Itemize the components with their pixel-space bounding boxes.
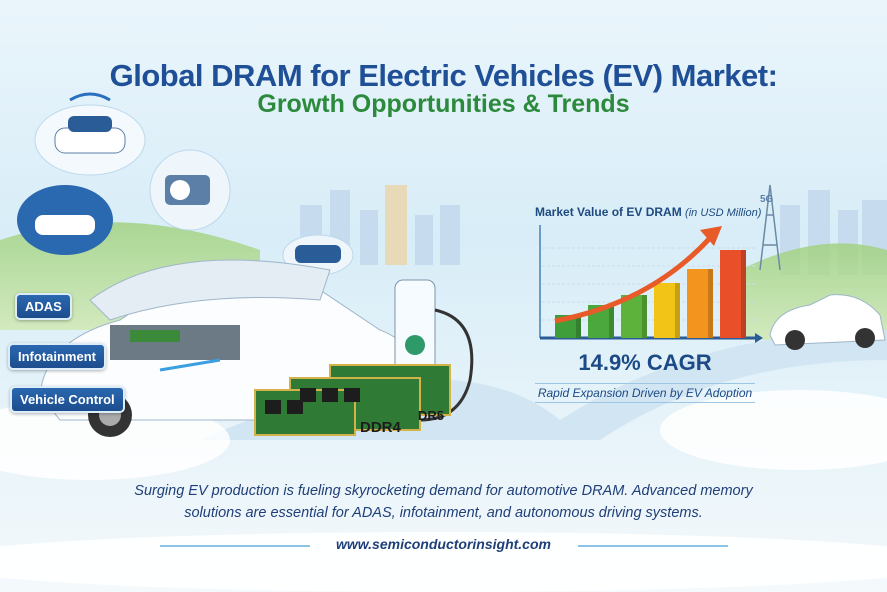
dram-modules-icon xyxy=(254,364,451,436)
bar-chart xyxy=(539,225,763,343)
bar-shade-6 xyxy=(741,250,746,338)
connected-car-icon xyxy=(34,92,146,176)
page-subtitle: Growth Opportunities & Trends xyxy=(257,90,630,118)
ddr5-label: DR5 xyxy=(418,408,444,423)
trend-arrow-head xyxy=(700,226,722,246)
divider-right xyxy=(578,545,728,547)
description: Surging EV production is fueling skyrock… xyxy=(134,483,753,521)
bar-5 xyxy=(687,269,713,338)
website-link[interactable]: www.semiconductorinsight.com xyxy=(336,536,551,552)
bar-shade-3 xyxy=(642,295,647,338)
chart-title: Market Value of EV DRAM (in USD Million) xyxy=(535,205,761,219)
bar-shade-1 xyxy=(576,315,581,338)
bar-shade-5 xyxy=(708,269,713,338)
bar-4 xyxy=(654,283,680,338)
side-car-illustration xyxy=(769,294,886,350)
bar-3 xyxy=(621,295,647,338)
divider-left xyxy=(160,545,310,547)
bar-6 xyxy=(720,250,746,338)
page-title: Global DRAM for Electric Vehicles (EV) M… xyxy=(109,58,778,93)
camera-sensor-icon xyxy=(149,149,231,231)
chart-title-text: Market Value of EV DRAM xyxy=(535,205,682,219)
trend-arrow xyxy=(554,236,712,324)
car-wifi-icon xyxy=(17,185,113,255)
5g-label: 5G xyxy=(760,194,774,205)
bar-shade-4 xyxy=(675,283,680,338)
chart-tagline: Rapid Expansion Driven by EV Adoption xyxy=(535,383,755,403)
5g-tower-icon xyxy=(759,184,781,271)
label-infotainment: Infotainment xyxy=(8,343,106,370)
ddr4-label: DDR4 xyxy=(360,419,401,436)
bar-shade-2 xyxy=(609,305,614,338)
ev-charger-icon xyxy=(394,279,474,422)
label-adas: ADAS xyxy=(15,293,72,320)
chart-title-unit: (in USD Million) xyxy=(685,207,762,219)
x-axis-arrow xyxy=(755,333,763,343)
cagr-value: 14.9% CAGR xyxy=(578,350,712,375)
label-vehicle-control: Vehicle Control xyxy=(10,386,125,413)
